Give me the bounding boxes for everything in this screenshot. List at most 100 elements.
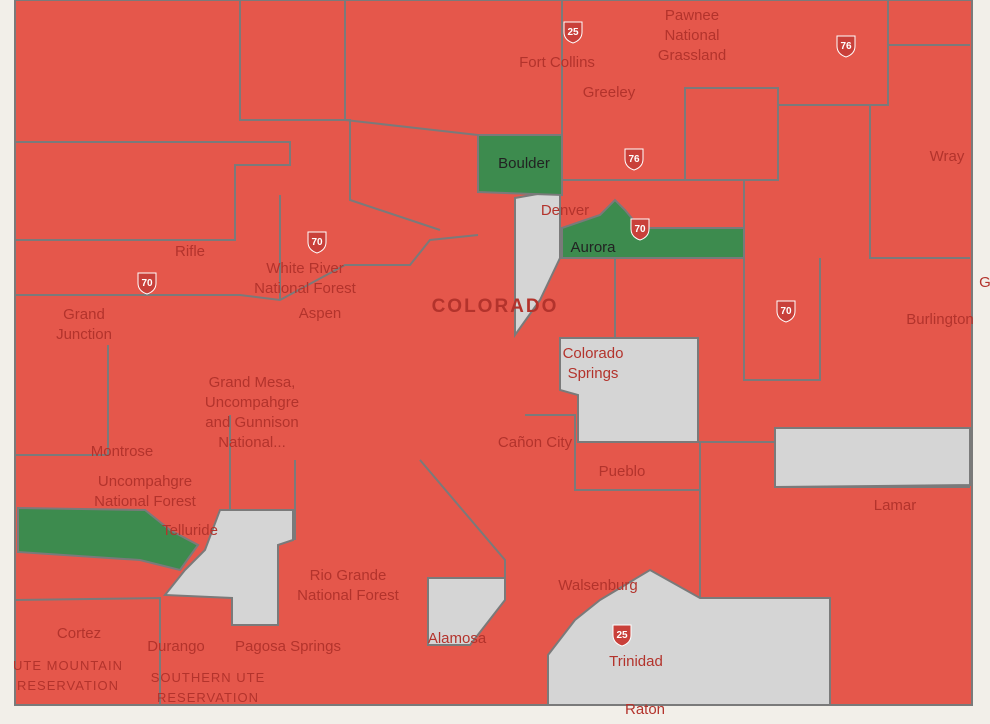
label-line: Cortez	[57, 625, 101, 642]
highway-shield: 70	[307, 231, 327, 254]
label-line: Trinidad	[609, 653, 663, 670]
place-label: Lamar	[874, 497, 917, 514]
place-label: Colorado Springs	[563, 345, 624, 382]
region	[162, 509, 294, 626]
labels: Pawnee National Grassland Fort Collins Greel…	[13, 7, 990, 718]
place-label: UTE MOUNTAIN RESERVATION	[13, 658, 123, 693]
highway-shield: 76	[836, 35, 856, 58]
label-line: National...	[218, 434, 286, 451]
region	[559, 337, 699, 443]
shield-shape	[137, 272, 157, 295]
label-line: Cañon City	[498, 434, 573, 451]
label-line: Aspen	[299, 305, 342, 322]
border	[525, 414, 970, 491]
shield-shape	[630, 218, 650, 241]
place-label: Uncompahgre National Forest	[94, 473, 197, 510]
label-line: Grand Mesa,	[209, 374, 296, 391]
place-label: Alamosa	[428, 630, 487, 647]
shield-shape	[836, 35, 856, 58]
place-label: Rifle	[175, 243, 205, 260]
border	[561, 0, 779, 181]
shield-shape	[624, 148, 644, 171]
shield-number: 70	[634, 224, 646, 235]
label-line: Walsenburg	[558, 577, 637, 594]
border	[15, 345, 109, 456]
place-label: Aurora	[570, 239, 616, 256]
border	[869, 105, 970, 259]
place-label: Fort Collins	[519, 54, 595, 71]
place-label: Pueblo	[599, 463, 646, 480]
place-label: Denver	[541, 202, 589, 219]
label-line: National Forest	[94, 493, 197, 510]
label-line: Lamar	[874, 497, 917, 514]
label-line: Uncompahgre	[98, 473, 192, 490]
place-label: Walsenburg	[558, 577, 637, 594]
label-line: Junction	[56, 326, 112, 343]
place-label: Raton	[625, 701, 665, 718]
border	[778, 0, 889, 106]
label-line: Alamosa	[428, 630, 487, 647]
label-line: Grassland	[658, 47, 726, 64]
region	[477, 134, 563, 197]
place-label: Cortez	[57, 625, 101, 642]
label-line: RESERVATION	[157, 690, 259, 705]
highway-shield: 25	[563, 21, 583, 44]
shield-number: 76	[840, 41, 852, 52]
label-line: Burlington	[906, 311, 974, 328]
place-label: Montrose	[91, 443, 154, 460]
highway-shield: 25	[612, 624, 632, 647]
label-line: Durango	[147, 638, 205, 655]
county-borders	[14, 0, 970, 705]
shields: 25 76 76 70 70 70 70 25	[137, 21, 856, 647]
label-line: SOUTHERN UTE	[151, 670, 266, 685]
shield-shape	[307, 231, 327, 254]
region	[17, 506, 200, 572]
shield-number: 76	[628, 154, 640, 165]
place-label: Grand Junction	[56, 306, 112, 343]
label-line: Aurora	[570, 239, 616, 256]
label-line: Boulder	[498, 155, 550, 172]
shield-shape	[563, 21, 583, 44]
label-line: National	[664, 27, 719, 44]
highway-shield: 70	[137, 272, 157, 295]
border	[743, 180, 821, 381]
place-label: Cañon City	[498, 434, 573, 451]
label-line: G	[979, 274, 990, 291]
label-line: National Forest	[254, 280, 357, 297]
label-line: Rio Grande	[310, 567, 387, 584]
shield-shape	[612, 624, 632, 647]
highway-shield: 70	[630, 218, 650, 241]
label-line: Pueblo	[599, 463, 646, 480]
green-regions	[17, 134, 745, 572]
border	[14, 596, 161, 705]
label-line: Denver	[541, 202, 589, 219]
label-line: Uncompahgre	[205, 394, 299, 411]
label-line: UTE MOUNTAIN	[13, 658, 123, 673]
place-label: White River National Forest	[254, 260, 357, 297]
shield-number: 70	[780, 306, 792, 317]
label-line: Rifle	[175, 243, 205, 260]
label-line: Springs	[568, 365, 619, 382]
region	[774, 427, 971, 489]
place-label: COLORADO	[432, 296, 559, 317]
label-line: Colorado	[563, 345, 624, 362]
place-label: Burlington	[906, 311, 974, 328]
place-label: Aspen	[299, 305, 342, 322]
place-label: Boulder	[498, 155, 550, 172]
label-line: Pagosa Springs	[235, 638, 341, 655]
shield-number: 25	[616, 630, 628, 641]
shield-shape	[776, 300, 796, 323]
label-line: National Forest	[297, 587, 400, 604]
label-line: RESERVATION	[17, 678, 119, 693]
place-label: Greeley	[583, 84, 636, 101]
highway-shield: 76	[624, 148, 644, 171]
label-line: Raton	[625, 701, 665, 718]
border	[344, 0, 479, 136]
label-line: Montrose	[91, 443, 154, 460]
shield-number: 70	[141, 278, 153, 289]
place-label: Grand Mesa, Uncompahgre and Gunnison Nation…	[205, 374, 299, 451]
highway-shield: 70	[776, 300, 796, 323]
shield-number: 25	[567, 27, 579, 38]
region	[427, 577, 506, 646]
